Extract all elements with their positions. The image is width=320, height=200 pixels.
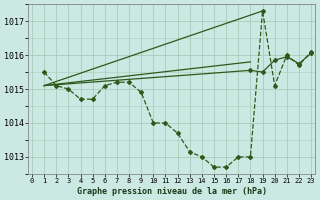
X-axis label: Graphe pression niveau de la mer (hPa): Graphe pression niveau de la mer (hPa) (76, 187, 267, 196)
